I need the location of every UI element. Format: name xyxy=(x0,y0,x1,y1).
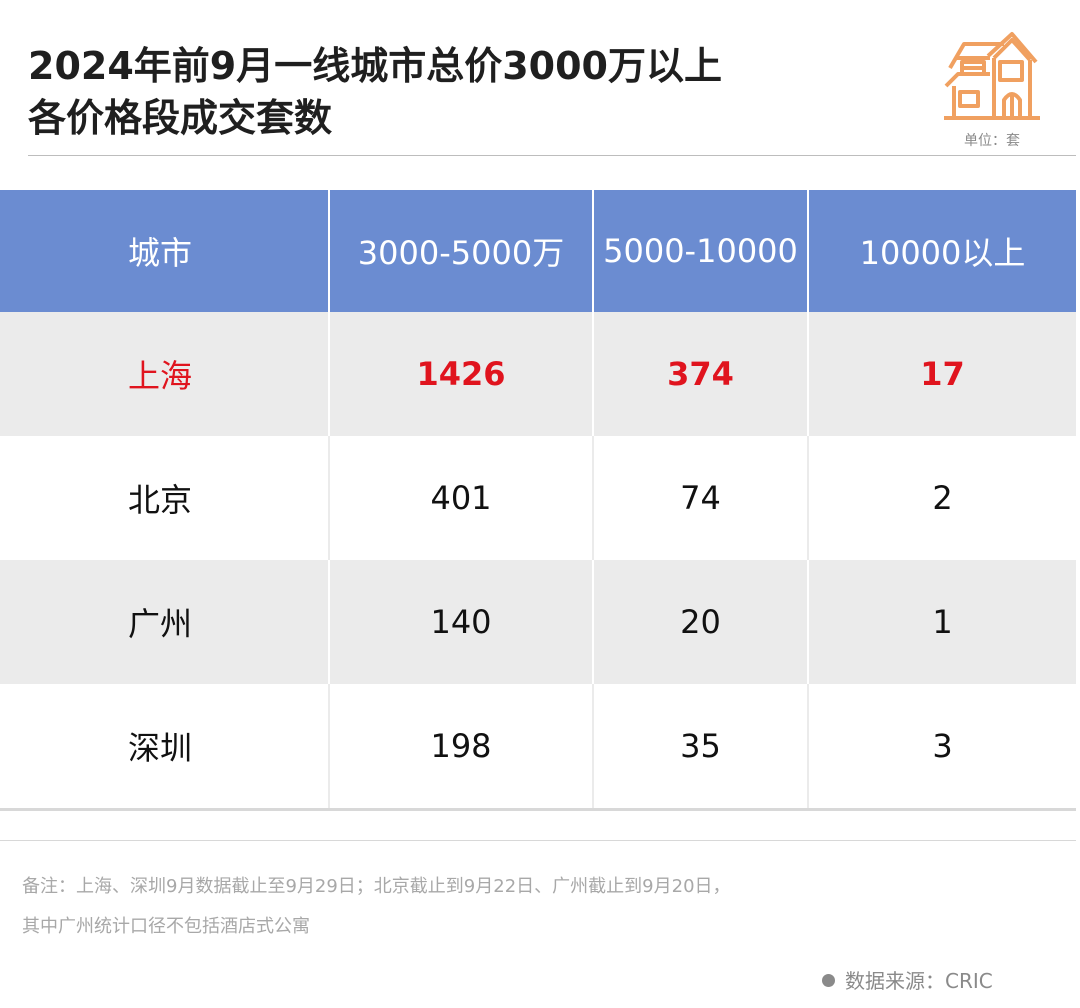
column-header: 城市 xyxy=(0,190,330,312)
value-cell: 20 xyxy=(593,560,809,684)
header-row: 城市 3000-5000万 5000-10000 10000以上 xyxy=(0,190,1076,312)
note-line-2: 其中广州统计口径不包括酒店式公寓 xyxy=(22,916,310,937)
value-cell: 2 xyxy=(932,479,953,517)
bullet-icon xyxy=(822,974,835,987)
value-cell: 401 xyxy=(329,436,594,560)
unit-label: 单位：套 xyxy=(964,133,1020,149)
value-cell: 1426 xyxy=(329,312,594,436)
table-row: 北京 401 74 2 xyxy=(0,436,1076,560)
value-cell: 198 xyxy=(329,684,594,810)
title-line-1: 2024年前9月一线城市总价3000万以上 xyxy=(28,44,722,88)
column-header: 5000-10000 xyxy=(593,190,809,312)
city-cell: 深圳 xyxy=(0,684,330,810)
column-header: 10000以上 xyxy=(808,190,1076,312)
title-line-2: 各价格段成交套数 xyxy=(28,96,333,140)
note-line-1: 备注：上海、深圳9月数据截止至9月29日；北京截止到9月22日、广州截止到9月2… xyxy=(22,876,731,897)
source-text: 数据来源：CRIC xyxy=(845,969,993,993)
value-cell: 3 xyxy=(932,727,953,765)
city-cell: 北京 xyxy=(0,436,330,560)
city-cell: 广州 xyxy=(0,560,330,684)
house-icon xyxy=(944,32,1040,120)
data-table: 城市 3000-5000万 5000-10000 10000以上 上海 1426… xyxy=(0,190,1076,811)
value-cell: 140 xyxy=(329,560,594,684)
table-row: 深圳 198 35 3 xyxy=(0,684,1076,810)
value-cell: 1 xyxy=(808,560,1076,684)
value-cell: 35 xyxy=(593,684,809,810)
footer-divider xyxy=(0,840,1076,841)
source: 数据来源：CRIC xyxy=(822,965,993,994)
table-row: 上海 1426 374 17 xyxy=(0,312,1076,436)
value-cell: 374 xyxy=(593,312,809,436)
value-cell: 17 xyxy=(808,312,1076,436)
title-divider xyxy=(28,155,1076,156)
page-title: 2024年前9月一线城市总价3000万以上 各价格段成交套数 xyxy=(28,40,722,144)
table-row: 广州 140 20 1 xyxy=(0,560,1076,684)
column-header: 3000-5000万 xyxy=(329,190,594,312)
value-cell: 74 xyxy=(593,436,809,560)
city-cell: 上海 xyxy=(0,312,330,436)
